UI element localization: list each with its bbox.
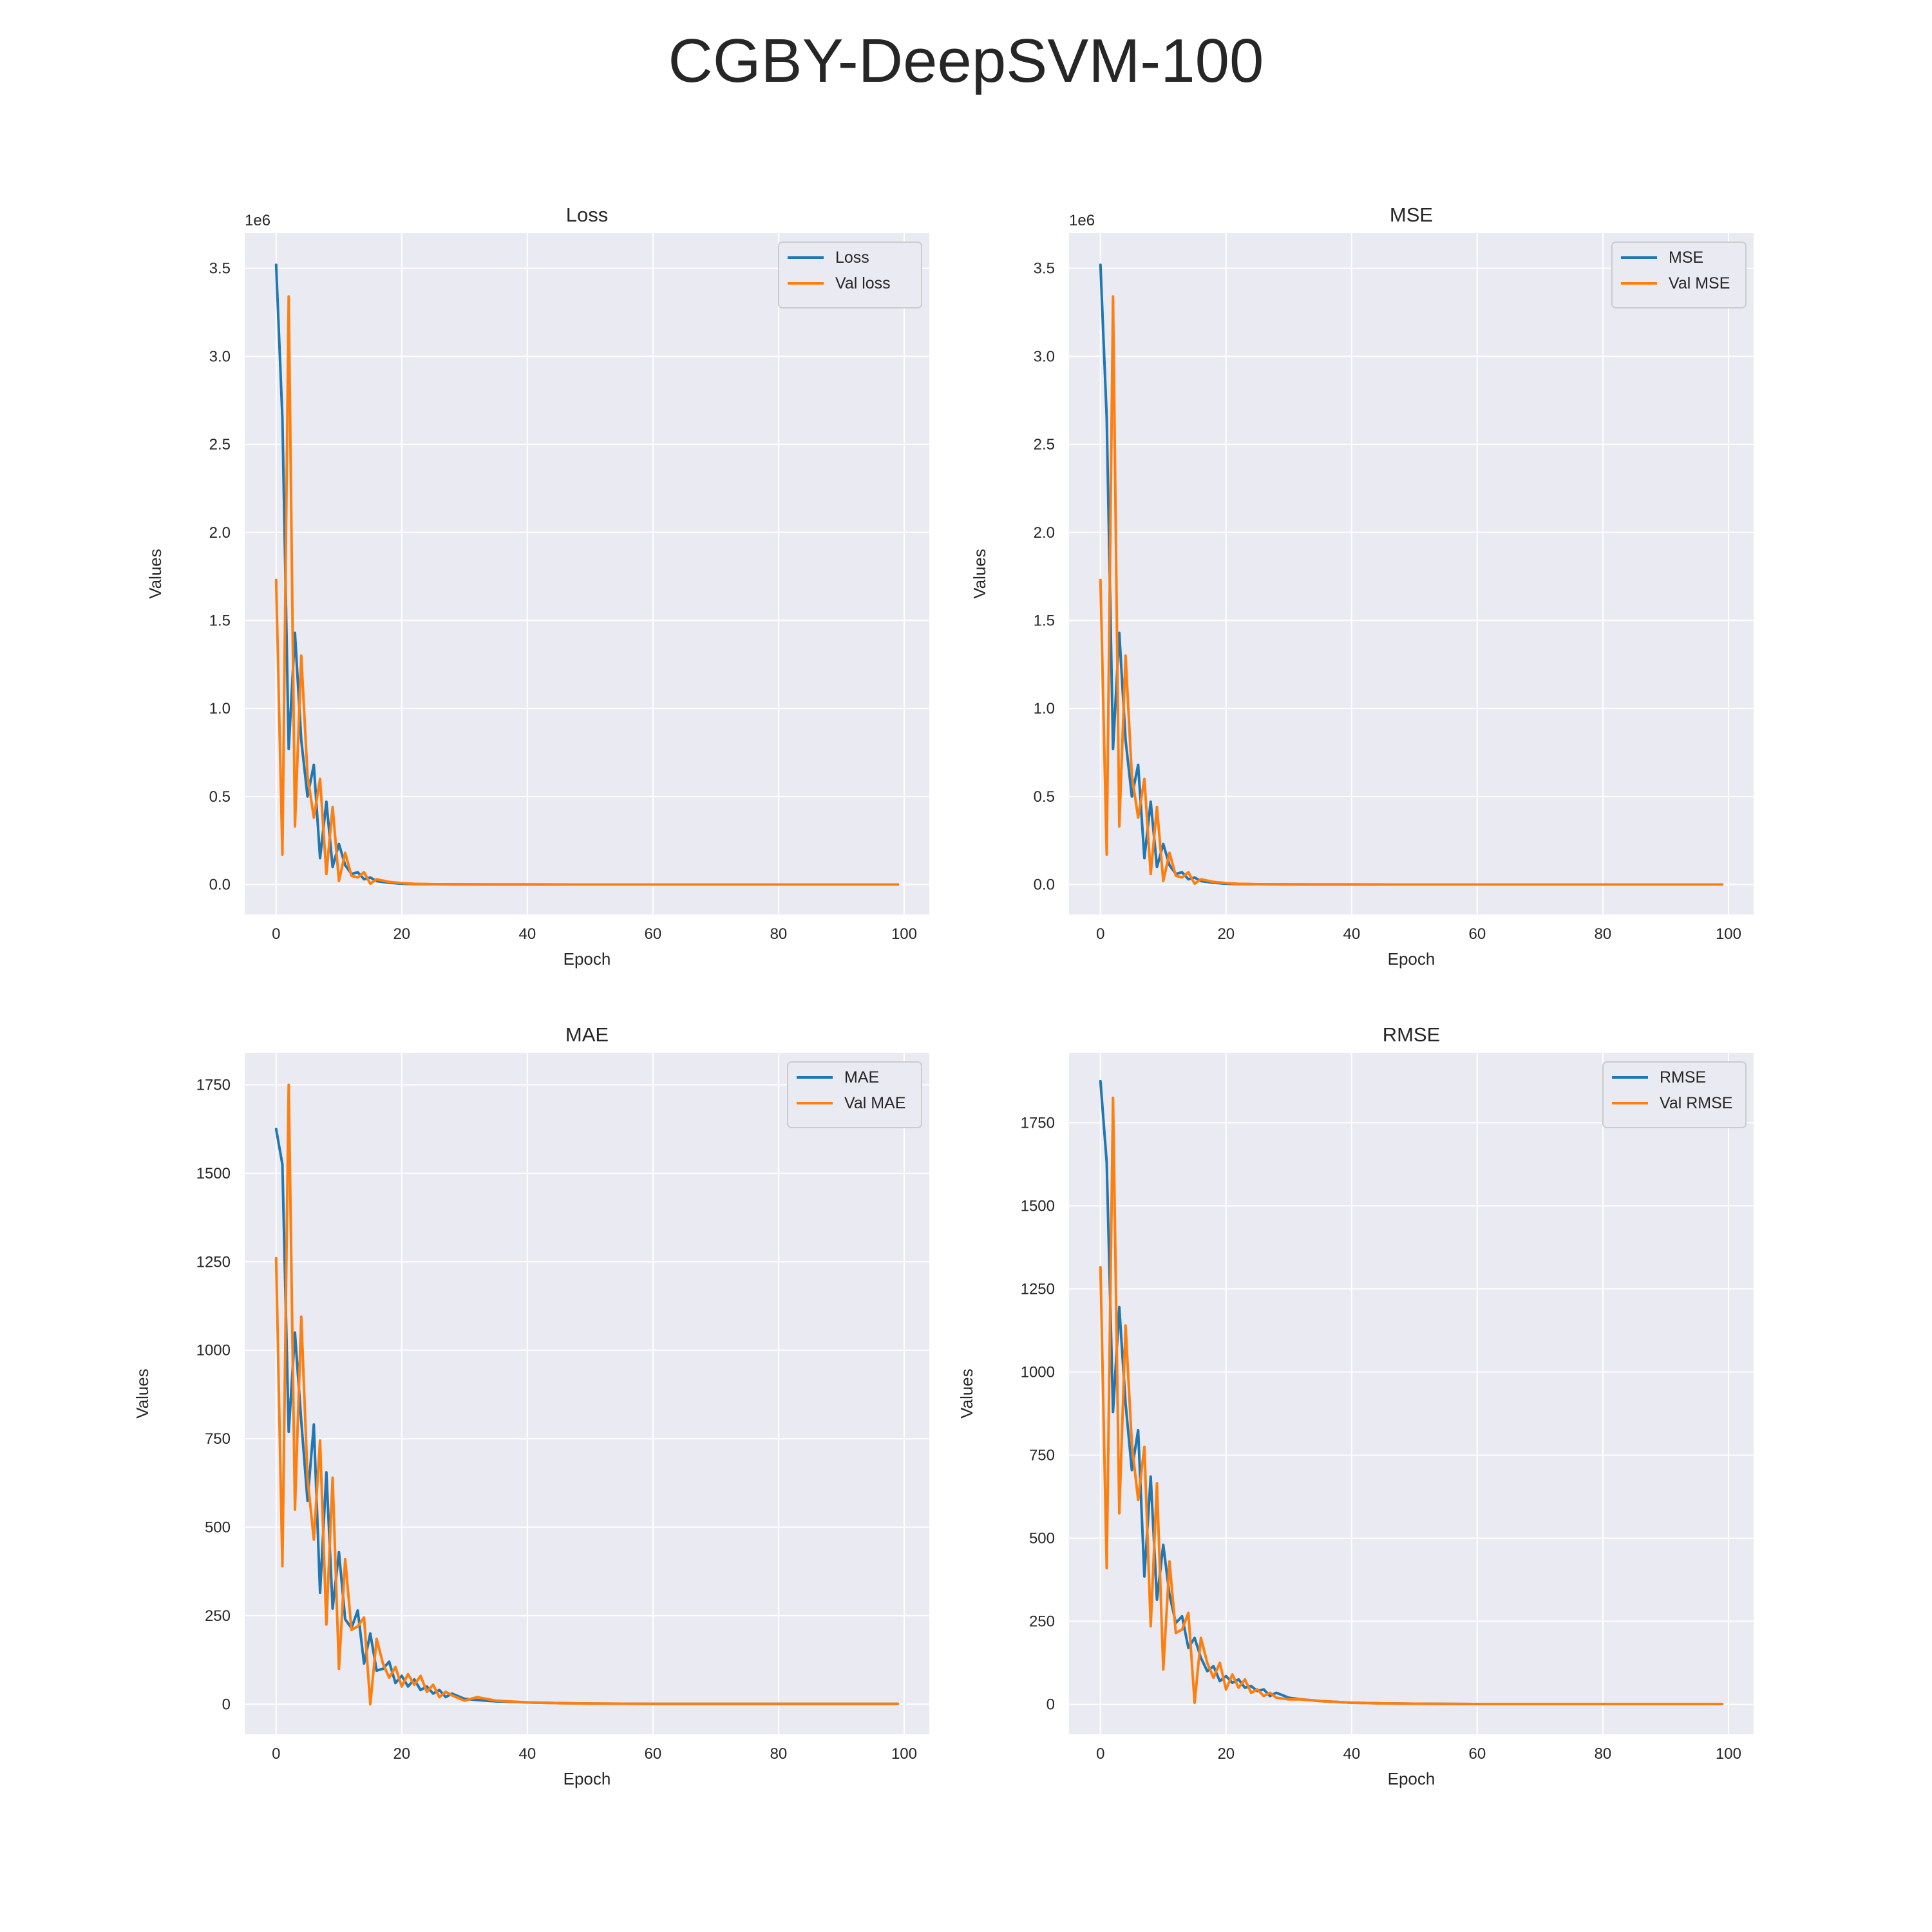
y-tick-label: 0.5 xyxy=(1034,788,1055,806)
y-tick-label: 0.0 xyxy=(1034,876,1055,894)
y-tick-label: 1.0 xyxy=(209,700,231,717)
x-tick-label: 0 xyxy=(272,925,280,943)
x-tick-label: 40 xyxy=(519,1745,536,1763)
x-tick-label: 20 xyxy=(1217,1745,1235,1763)
x-axis-label: Epoch xyxy=(564,949,611,969)
y-tick-label: 1750 xyxy=(1021,1114,1055,1132)
chart-panel-3: 0 20 40 60 80 10002505007501000125015001750MA… xyxy=(133,1023,929,1788)
panel-title: RMSE xyxy=(1383,1023,1441,1046)
y-tick-label: 1000 xyxy=(1021,1363,1055,1381)
x-tick-label: 40 xyxy=(1343,1745,1361,1763)
legend: MSE Val MSE xyxy=(1611,242,1747,308)
y-axis-label: Values xyxy=(957,1368,976,1419)
chart-panel-2: 0 20 40 60 80 100 0.0 0.5 1.0 1.5 2.0 2.5 3.0 3.5 1e6 M… xyxy=(970,204,1754,969)
plot-area xyxy=(245,1053,929,1734)
y-tick-label: 500 xyxy=(205,1519,231,1536)
y-tick-label: 3.0 xyxy=(1034,348,1055,365)
figure-title: CGBY-DeepSVM-100 xyxy=(668,26,1264,95)
x-tick-label: 20 xyxy=(1217,925,1235,943)
y-tick-label: 1750 xyxy=(196,1076,231,1094)
plot-area xyxy=(1069,233,1754,914)
legend-entry: MSE xyxy=(1669,249,1703,267)
x-tick-label: 100 xyxy=(1716,925,1741,943)
x-tick-label: 0 xyxy=(1096,1745,1104,1763)
plot-area xyxy=(1069,1053,1754,1734)
legend: Loss Val loss xyxy=(778,242,922,308)
x-tick-label: 60 xyxy=(645,1745,662,1763)
panel-title: MAE xyxy=(565,1023,609,1046)
panel-title: Loss xyxy=(566,204,608,226)
y-tick-label: 1250 xyxy=(1021,1280,1055,1298)
y-tick-label: 750 xyxy=(205,1430,231,1448)
x-tick-label: 100 xyxy=(891,925,917,943)
x-axis-label: Epoch xyxy=(1388,949,1435,969)
x-tick-label: 40 xyxy=(1343,925,1361,943)
y-offset-label: 1e6 xyxy=(1069,212,1095,229)
x-tick-label: 0 xyxy=(272,1745,280,1763)
legend-entry: Loss xyxy=(835,249,869,267)
legend: MAE Val MAE xyxy=(787,1061,922,1128)
chart-panel-1: 0 20 40 60 80 100 0.0 0.5 1.0 1.5 2.0 2.5 3.0 3.5 1e6 L… xyxy=(146,204,929,969)
x-tick-label: 80 xyxy=(770,1745,788,1763)
legend-entry: RMSE xyxy=(1660,1068,1706,1086)
series-line-2 xyxy=(274,295,900,886)
y-tick-label: 3.5 xyxy=(209,260,231,278)
x-tick-label: 20 xyxy=(393,1745,410,1763)
y-tick-label: 250 xyxy=(1029,1613,1055,1631)
y-tick-label: 2.5 xyxy=(209,436,231,453)
legend-entry: Val MAE xyxy=(844,1094,905,1112)
y-tick-label: 250 xyxy=(205,1607,231,1625)
y-tick-label: 1000 xyxy=(196,1342,231,1359)
x-tick-label: 0 xyxy=(1096,925,1104,943)
x-axis-label: Epoch xyxy=(1388,1769,1435,1788)
x-tick-label: 80 xyxy=(1595,925,1612,943)
y-tick-label: 2.0 xyxy=(1034,524,1055,542)
y-tick-label: 750 xyxy=(1029,1446,1055,1464)
x-tick-label: 60 xyxy=(1469,925,1486,943)
y-tick-label: 3.0 xyxy=(209,348,231,365)
y-tick-label: 1.5 xyxy=(209,612,231,629)
chart-panel-4: 0 20 40 60 80 10002505007501000125015001750RM… xyxy=(957,1023,1754,1788)
y-tick-label: 1500 xyxy=(196,1165,231,1182)
y-tick-label: 1.0 xyxy=(1034,700,1055,717)
y-tick-label: 500 xyxy=(1029,1530,1055,1548)
panel-title: MSE xyxy=(1390,204,1433,226)
x-tick-label: 80 xyxy=(770,925,788,943)
x-tick-label: 20 xyxy=(393,925,410,943)
y-tick-label: 0 xyxy=(1046,1696,1055,1714)
x-tick-label: 100 xyxy=(1716,1745,1741,1763)
y-offset-label: 1e6 xyxy=(245,212,270,229)
y-tick-label: 0 xyxy=(222,1696,231,1713)
y-tick-label: 2.5 xyxy=(1034,436,1055,453)
legend-entry: Val loss xyxy=(835,274,891,292)
legend-entry: Val MSE xyxy=(1669,274,1730,292)
y-axis-label: Values xyxy=(146,549,165,599)
legend: RMSE Val RMSE xyxy=(1602,1061,1747,1128)
series-line-2 xyxy=(1099,1096,1724,1705)
x-tick-label: 40 xyxy=(519,925,536,943)
y-tick-label: 0.5 xyxy=(209,788,231,806)
y-tick-label: 1.5 xyxy=(1034,612,1055,629)
legend-entry: MAE xyxy=(844,1068,879,1086)
y-tick-label: 1250 xyxy=(196,1253,231,1271)
series-line-2 xyxy=(274,1083,900,1706)
x-tick-label: 80 xyxy=(1595,1745,1612,1763)
legend-entry: Val RMSE xyxy=(1660,1094,1732,1112)
y-axis-label: Values xyxy=(970,549,989,599)
y-tick-label: 1500 xyxy=(1021,1197,1055,1215)
x-tick-label: 60 xyxy=(645,925,662,943)
plot-area xyxy=(245,233,929,914)
y-tick-label: 3.5 xyxy=(1034,260,1055,278)
y-axis-label: Values xyxy=(133,1368,152,1419)
x-axis-label: Epoch xyxy=(564,1769,611,1788)
series-line-2 xyxy=(1099,295,1724,886)
y-tick-label: 2.0 xyxy=(209,524,231,542)
x-tick-label: 100 xyxy=(891,1745,917,1763)
x-tick-label: 60 xyxy=(1469,1745,1486,1763)
y-tick-label: 0.0 xyxy=(209,876,231,894)
